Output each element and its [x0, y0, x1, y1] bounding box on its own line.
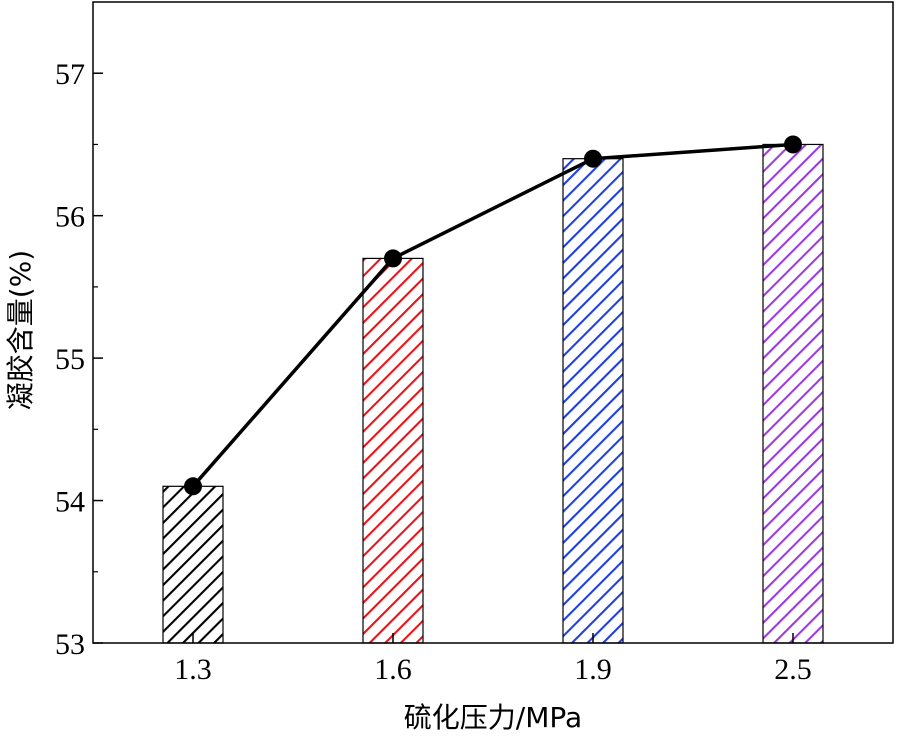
y-tick-label-56: 56 [55, 201, 85, 234]
x-tick-label-2.5: 2.5 [774, 653, 812, 686]
line-point-1.6 [384, 249, 402, 268]
bar-2.5 [762, 143, 824, 644]
x-tick-label-1.3: 1.3 [174, 653, 212, 686]
plot-frame [92, 1, 894, 644]
y-tick-label-57: 57 [55, 58, 85, 91]
bar-1.9 [562, 158, 624, 644]
y-tick-label-54: 54 [55, 486, 85, 519]
line-layer [184, 135, 802, 496]
x-tick-label-1.6: 1.6 [374, 653, 412, 686]
y-tick-label-55: 55 [55, 343, 85, 376]
y-tick-label-53: 53 [55, 628, 85, 661]
line-point-2.5 [784, 135, 802, 154]
line-point-1.3 [184, 477, 202, 496]
y-axis-title: 凝胶含量(%) [4, 250, 37, 410]
series-line [191, 142, 794, 488]
bar-1.6 [362, 257, 424, 644]
x-tick-label-1.9: 1.9 [574, 653, 612, 686]
bars-layer [162, 143, 824, 644]
x-axis-title: 硫化压力/MPa [404, 701, 582, 734]
bar-1.3 [162, 485, 224, 644]
axes-layer: 53 54 55 56 57 1.3 1.6 1.9 2.5 [55, 1, 894, 686]
line-point-1.9 [584, 149, 602, 168]
